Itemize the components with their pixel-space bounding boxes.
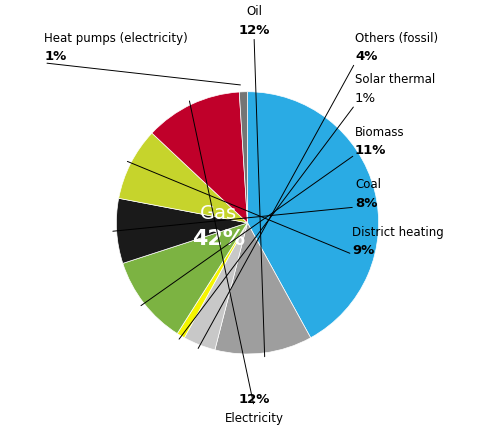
Text: 4%: 4%	[355, 50, 377, 63]
Text: 12%: 12%	[239, 393, 270, 407]
Text: District heating: District heating	[352, 225, 444, 239]
Text: 42%: 42%	[192, 229, 245, 248]
Text: 9%: 9%	[352, 244, 375, 257]
Wedge shape	[177, 223, 248, 338]
Text: 11%: 11%	[355, 144, 387, 157]
Text: Biomass: Biomass	[355, 126, 404, 139]
Wedge shape	[248, 92, 379, 338]
Text: Electricity: Electricity	[225, 412, 284, 425]
Text: 1%: 1%	[355, 92, 376, 105]
Wedge shape	[123, 223, 248, 334]
Wedge shape	[215, 223, 311, 354]
Wedge shape	[119, 133, 248, 223]
Text: Oil: Oil	[246, 5, 262, 18]
Text: 12%: 12%	[239, 24, 270, 37]
Text: 1%: 1%	[44, 50, 66, 63]
Text: Gas: Gas	[200, 204, 237, 223]
Wedge shape	[116, 198, 248, 263]
Wedge shape	[152, 92, 248, 223]
Wedge shape	[239, 92, 248, 223]
Text: Heat pumps (electricity): Heat pumps (electricity)	[44, 31, 188, 45]
Wedge shape	[184, 223, 248, 350]
Text: Solar thermal: Solar thermal	[355, 73, 435, 87]
Text: Coal: Coal	[355, 179, 381, 191]
Text: 8%: 8%	[355, 197, 377, 210]
Text: Others (fossil): Others (fossil)	[355, 31, 438, 45]
